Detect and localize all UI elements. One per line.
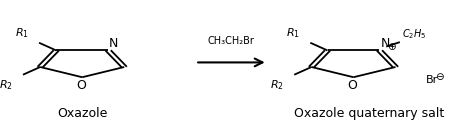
Text: $R_1$: $R_1$ <box>15 26 29 40</box>
Text: O: O <box>347 79 357 92</box>
Text: CH₃CH₂Br: CH₃CH₂Br <box>208 36 255 46</box>
Text: Oxazole: Oxazole <box>57 107 108 120</box>
Text: $R_2$: $R_2$ <box>0 78 13 92</box>
Text: N: N <box>380 37 390 50</box>
Text: ⊕: ⊕ <box>387 42 396 52</box>
Text: O: O <box>76 79 86 92</box>
Text: N: N <box>109 37 118 50</box>
Text: Br: Br <box>426 75 438 85</box>
Text: $C_2H_5$: $C_2H_5$ <box>401 28 426 41</box>
Text: ⊖: ⊖ <box>435 72 443 82</box>
Text: $R_2$: $R_2$ <box>271 78 284 92</box>
Text: $R_1$: $R_1$ <box>286 26 301 40</box>
Text: Oxazole quaternary salt: Oxazole quaternary salt <box>294 107 445 120</box>
